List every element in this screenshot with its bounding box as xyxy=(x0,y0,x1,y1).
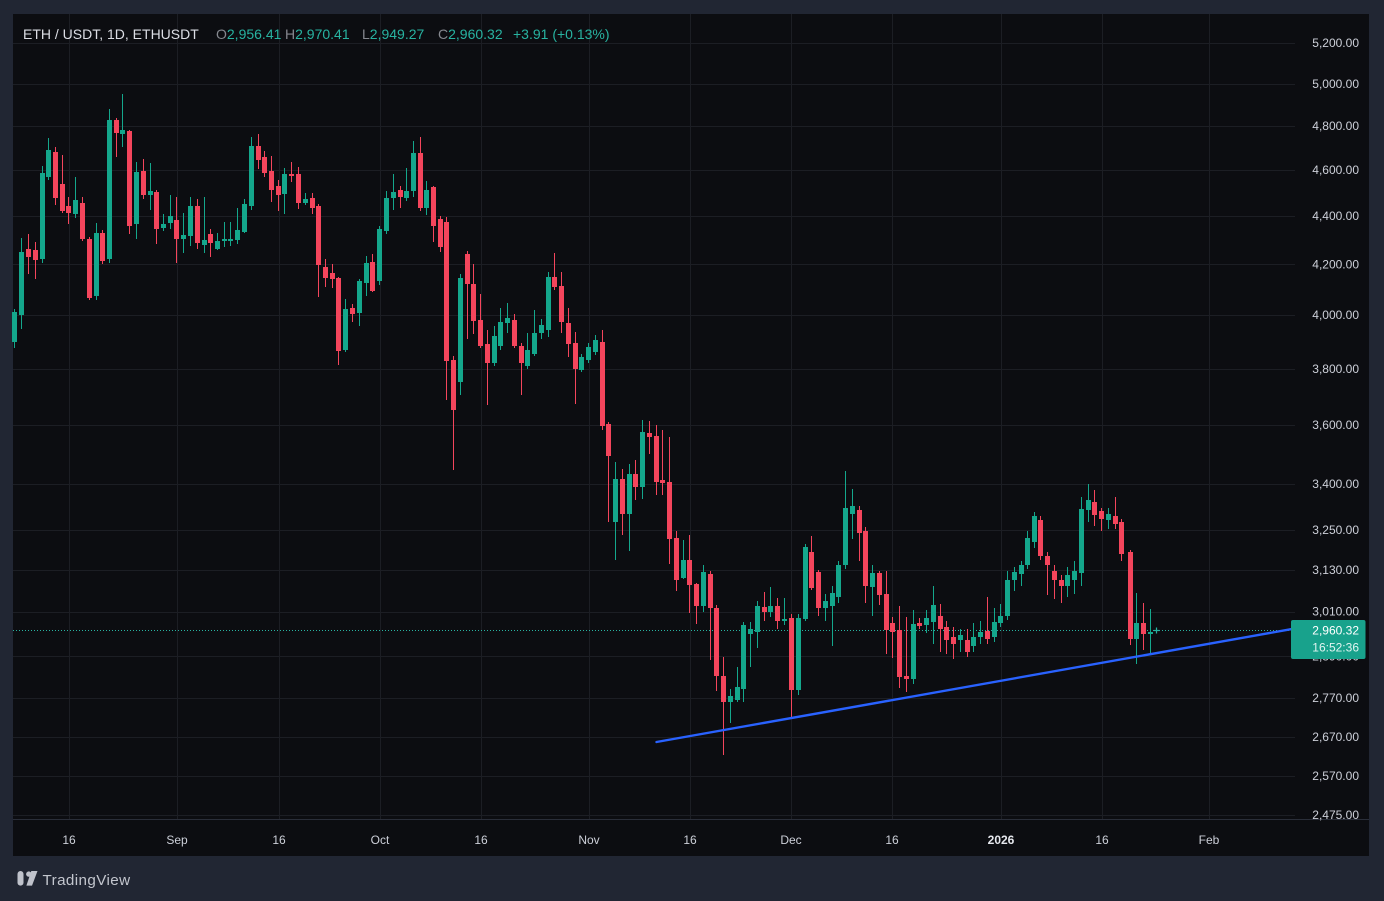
svg-text:16:52:36: 16:52:36 xyxy=(1312,641,1359,655)
svg-text:Dec: Dec xyxy=(780,833,801,847)
svg-text:2,770.00: 2,770.00 xyxy=(1312,691,1359,705)
svg-text:ETH / USDT, 1D, ETHUSDT: ETH / USDT, 1D, ETHUSDT xyxy=(23,26,199,42)
svg-text:L2,949.27: L2,949.27 xyxy=(362,26,425,42)
svg-text:2026: 2026 xyxy=(988,833,1015,847)
svg-text:2,960.32: 2,960.32 xyxy=(1312,624,1359,638)
svg-text:16: 16 xyxy=(62,833,76,847)
svg-text:4,200.00: 4,200.00 xyxy=(1312,258,1359,272)
svg-text:16: 16 xyxy=(885,833,899,847)
svg-text:2,570.00: 2,570.00 xyxy=(1312,769,1359,783)
svg-text:2,475.00: 2,475.00 xyxy=(1312,808,1359,822)
svg-text:2,670.00: 2,670.00 xyxy=(1312,730,1359,744)
svg-text:4,000.00: 4,000.00 xyxy=(1312,308,1359,322)
svg-text:5,200.00: 5,200.00 xyxy=(1312,36,1359,50)
svg-text:3,250.00: 3,250.00 xyxy=(1312,523,1359,537)
svg-text:4,600.00: 4,600.00 xyxy=(1312,163,1359,177)
svg-text:Feb: Feb xyxy=(1199,833,1220,847)
svg-text:C2,960.32: C2,960.32 xyxy=(438,26,503,42)
svg-text:TradingView: TradingView xyxy=(43,872,131,889)
svg-text:Sep: Sep xyxy=(166,833,188,847)
svg-text:3,010.00: 3,010.00 xyxy=(1312,605,1359,619)
svg-text:4,400.00: 4,400.00 xyxy=(1312,209,1359,223)
svg-text:Nov: Nov xyxy=(578,833,599,847)
svg-text:+3.91 (+0.13%): +3.91 (+0.13%) xyxy=(513,26,610,42)
svg-text:3,130.00: 3,130.00 xyxy=(1312,563,1359,577)
svg-text:3,800.00: 3,800.00 xyxy=(1312,362,1359,376)
svg-text:5,000.00: 5,000.00 xyxy=(1312,77,1359,91)
svg-text:16: 16 xyxy=(1095,833,1109,847)
svg-text:O2,956.41: O2,956.41 xyxy=(216,26,282,42)
svg-text:16: 16 xyxy=(474,833,488,847)
svg-text:H2,970.41: H2,970.41 xyxy=(285,26,350,42)
svg-text:3,400.00: 3,400.00 xyxy=(1312,477,1359,491)
svg-text:4,800.00: 4,800.00 xyxy=(1312,119,1359,133)
svg-text:16: 16 xyxy=(683,833,697,847)
svg-text:16: 16 xyxy=(272,833,286,847)
svg-text:3,600.00: 3,600.00 xyxy=(1312,418,1359,432)
svg-text:Oct: Oct xyxy=(371,833,390,847)
